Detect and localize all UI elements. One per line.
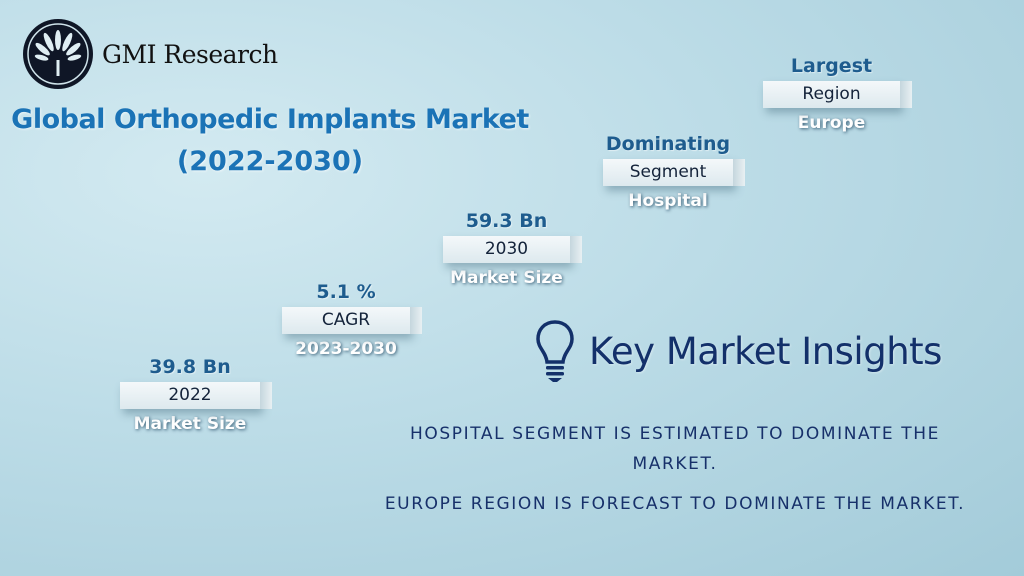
step-bar: 2022	[120, 382, 272, 409]
step-label: 2023-2030	[295, 339, 397, 359]
step-label: Hospital	[628, 191, 708, 211]
brand-logo: GMI Research	[22, 18, 278, 90]
page-subtitle: (2022-2030)	[176, 146, 364, 177]
step-bar: Segment	[603, 159, 745, 186]
step-value: 59.3 Bn	[465, 210, 548, 232]
brand-name: GMI Research	[102, 39, 278, 69]
insight-item: EUROPE REGION IS FORECAST TO DOMINATE TH…	[384, 494, 966, 514]
step-value: Largest	[790, 55, 873, 77]
page-title: Global Orthopedic Implants Market	[11, 104, 529, 135]
step-market-size-2030: 59.3 Bn 2030 Market Size	[443, 210, 582, 288]
key-insights-heading: Key Market Insights	[589, 329, 942, 373]
insight-item: HOSPITAL SEGMENT IS ESTIMATED TO DOMINAT…	[410, 424, 940, 474]
step-market-size-2022: 39.8 Bn 2022 Market Size	[120, 356, 272, 434]
step-label: Market Size	[450, 268, 563, 288]
gmi-logo-icon	[23, 19, 93, 89]
step-value: 39.8 Bn	[149, 356, 231, 378]
step-value: Dominating	[605, 133, 731, 155]
step-dominating-segment: Dominating Segment Hospital	[603, 133, 745, 211]
step-largest-region: Largest Region Europe	[763, 55, 912, 133]
key-insights-header: Key Market Insights	[535, 318, 942, 384]
step-cagr: 5.1 % CAGR 2023-2030	[282, 281, 422, 359]
step-label: Europe	[797, 113, 866, 133]
step-bar: CAGR	[282, 307, 422, 334]
step-bar: 2030	[443, 236, 582, 263]
lightbulb-icon	[536, 320, 574, 382]
step-bar: Region	[763, 81, 912, 108]
step-label: Market Size	[133, 414, 247, 434]
step-value: 5.1 %	[316, 281, 376, 303]
